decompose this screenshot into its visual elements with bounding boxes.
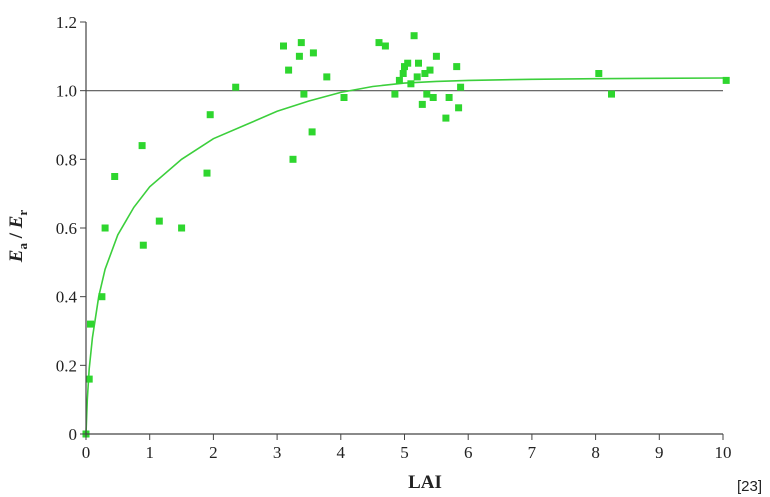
data-point (138, 142, 146, 150)
data-point (595, 70, 603, 77)
y-ticks-layer: 0 0.2 0.4 0.6 0.8 1.0 1.2 (56, 13, 86, 444)
x-axis-title: LAI (408, 472, 442, 493)
data-point (232, 83, 240, 91)
data-point (413, 73, 421, 81)
x-tick-label: 8 (591, 443, 600, 462)
y-tick-label: 1.2 (56, 13, 77, 32)
data-point (455, 104, 463, 112)
data-point (98, 293, 106, 301)
y-axis-title-main-1: E (6, 250, 27, 264)
data-point (101, 224, 109, 232)
y-axis-title-sub-1: a (15, 243, 30, 250)
y-tick-label: 0.6 (56, 219, 77, 238)
data-point (308, 128, 316, 136)
x-tick-label: 0 (82, 443, 91, 462)
data-point (423, 90, 431, 98)
data-point (87, 320, 94, 328)
data-point (395, 76, 403, 84)
y-tick-label: 0.4 (56, 288, 78, 307)
data-points-layer (82, 32, 730, 438)
data-point (340, 94, 348, 101)
data-point (457, 83, 465, 91)
fit-curve-layer (85, 77, 724, 435)
data-point (391, 90, 399, 98)
data-point (381, 42, 389, 50)
data-point (445, 94, 453, 101)
y-axis-title-sub-2: r (15, 210, 30, 216)
data-point (289, 155, 297, 163)
x-tick-label: 3 (273, 443, 282, 462)
data-point (155, 217, 163, 225)
citation-label: [23] (736, 478, 762, 495)
data-point (426, 66, 434, 74)
x-tick-label: 1 (145, 443, 154, 462)
data-point (453, 63, 461, 71)
y-tick-label: 0.8 (56, 150, 77, 169)
data-point (323, 73, 331, 81)
data-point (285, 66, 293, 74)
data-point (410, 32, 418, 40)
data-point (415, 59, 422, 67)
data-point (375, 39, 383, 47)
x-tick-label: 4 (337, 443, 346, 462)
data-point (407, 80, 415, 88)
data-point (206, 111, 214, 119)
data-point (429, 94, 437, 101)
data-point (203, 169, 211, 177)
data-point (295, 52, 303, 60)
x-tick-label: 9 (655, 443, 664, 462)
y-tick-label: 0.2 (56, 356, 77, 375)
data-point (432, 52, 440, 60)
data-point (309, 49, 317, 57)
data-point (608, 90, 615, 98)
x-tick-label: 7 (528, 443, 537, 462)
y-axis-title: Ea / Er (6, 210, 30, 264)
data-point (442, 114, 450, 122)
data-point (139, 241, 147, 249)
fit-curve (85, 77, 724, 435)
data-point (85, 375, 93, 383)
x-tick-label: 2 (209, 443, 218, 462)
data-point (300, 90, 308, 98)
x-ticks-layer: 0 1 2 3 4 5 6 7 8 9 10 (82, 434, 732, 462)
data-point (418, 100, 426, 108)
y-tick-label: 1.0 (56, 82, 77, 101)
data-point (280, 42, 287, 50)
data-point (178, 224, 186, 232)
data-point (421, 70, 429, 77)
data-point (404, 59, 412, 67)
x-tick-label: 5 (400, 443, 409, 462)
x-tick-label: 10 (715, 443, 732, 462)
data-point (722, 76, 730, 84)
x-tick-label: 6 (464, 443, 473, 462)
data-point (297, 39, 305, 47)
data-point (399, 70, 407, 77)
y-axis-title-main-2: E (6, 216, 27, 230)
data-point (111, 173, 119, 180)
y-axis-title-separator: / (6, 228, 27, 243)
y-tick-label: 0 (69, 425, 78, 444)
